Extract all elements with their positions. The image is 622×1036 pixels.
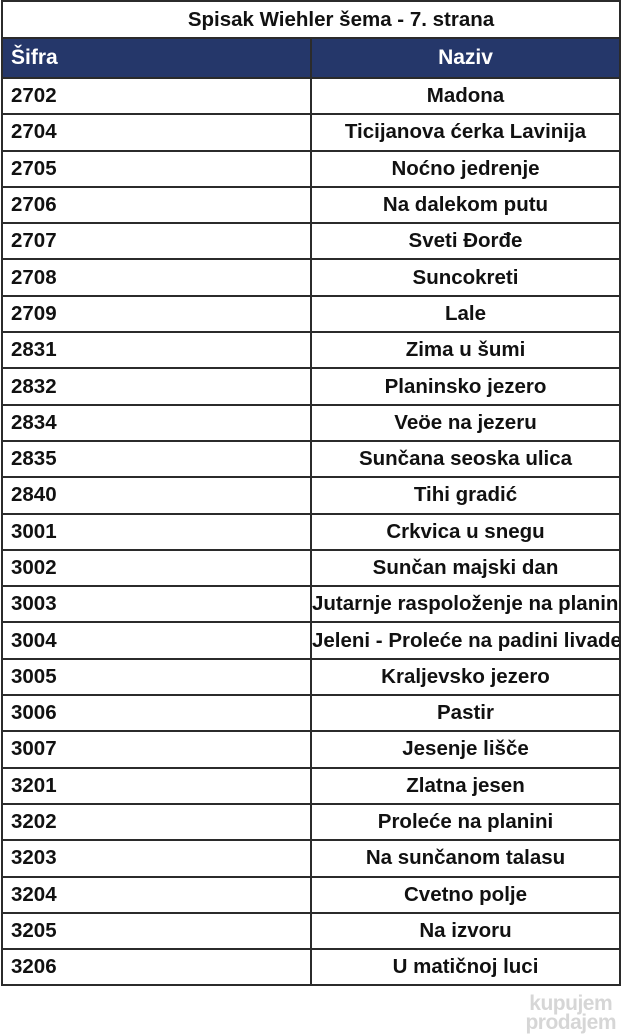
row-code: 2707	[1, 222, 312, 261]
table-row: 2834 Veöe na jezeru	[1, 403, 621, 442]
row-name: Noćno jedrenje	[310, 149, 621, 188]
row-name: Veöe na jezeru	[310, 403, 621, 442]
row-name: Zima u šumi	[310, 331, 621, 370]
row-name: Proleće na planini	[310, 802, 621, 842]
row-code: 3005	[1, 657, 312, 697]
table-row: 2704 Ticijanova ćerka Lavinija	[1, 113, 621, 152]
table-row: 2840 Tihi gradić	[1, 476, 621, 515]
row-code: 3201	[1, 766, 312, 805]
row-code: 2702	[1, 76, 312, 116]
row-name: Jeleni - Proleće na padini livade	[310, 621, 621, 660]
row-code: 2708	[1, 258, 312, 297]
table-row: 3006 Pastir	[1, 694, 621, 733]
row-name: Zlatna jesen	[310, 766, 621, 805]
table-row: 3204 Cvetno polje	[1, 875, 621, 914]
row-name: Lale	[310, 294, 621, 334]
table-row: 2832 Planinsko jezero	[1, 367, 621, 406]
row-name: Sunčan majski dan	[310, 548, 621, 588]
row-name: Pastir	[310, 694, 621, 733]
row-name: Jesenje lišče	[310, 730, 621, 769]
row-code: 3007	[1, 730, 312, 769]
title-row: Spisak Wiehler šema - 7. strana	[1, 0, 621, 39]
schemes-table: Spisak Wiehler šema - 7. strana Šifra Na…	[1, 0, 621, 987]
table-row: 2708 Suncokreti	[1, 258, 621, 297]
table-row: 2709 Lale	[1, 294, 621, 334]
row-name: Kraljevsko jezero	[310, 657, 621, 697]
row-code: 2832	[1, 367, 312, 406]
table-row: 2702 Madona	[1, 76, 621, 116]
table-row: 3206 U matičnoj luci	[1, 948, 621, 987]
row-code: 3004	[1, 621, 312, 660]
table-row: 3002 Sunčan majski dan	[1, 548, 621, 588]
row-code: 2705	[1, 149, 312, 188]
row-code: 2706	[1, 185, 312, 225]
table-row: 3001 Crkvica u snegu	[1, 512, 621, 551]
row-name: Madona	[310, 76, 621, 116]
row-code: 2831	[1, 331, 312, 370]
row-name: U matičnoj luci	[310, 948, 621, 987]
table-row: 2705 Noćno jedrenje	[1, 149, 621, 188]
table-row: 2706 Na dalekom putu	[1, 185, 621, 225]
row-code: 2704	[1, 113, 312, 152]
row-name: Planinsko jezero	[310, 367, 621, 406]
row-code: 3006	[1, 694, 312, 733]
watermark-logo: kupujem prodajem	[525, 992, 616, 1034]
table-row: 3004 Jeleni - Proleće na padini livade	[1, 621, 621, 660]
table-row: 3203 Na sunčanom talasu	[1, 839, 621, 878]
table-title: Spisak Wiehler šema - 7. strana	[1, 0, 621, 39]
row-name: Sveti Đorđe	[310, 222, 621, 261]
row-name: Tihi gradić	[310, 476, 621, 515]
row-code: 2709	[1, 294, 312, 334]
header-row: Šifra Naziv	[1, 37, 621, 79]
table-row: 3007 Jesenje lišče	[1, 730, 621, 769]
row-code: 2835	[1, 439, 312, 479]
row-name: Na dalekom putu	[310, 185, 621, 225]
row-code: 3002	[1, 548, 312, 588]
table-row: 2835 Sunčana seoska ulica	[1, 439, 621, 479]
table-row: 3202 Proleće na planini	[1, 802, 621, 842]
row-code: 3203	[1, 839, 312, 878]
row-name: Ticijanova ćerka Lavinija	[310, 113, 621, 152]
watermark-line1: kupujem	[529, 992, 613, 1015]
row-code: 3204	[1, 875, 312, 914]
row-name: Sunčana seoska ulica	[310, 439, 621, 479]
watermark-line2: prodajem	[525, 1011, 616, 1034]
row-name: Cvetno polje	[310, 875, 621, 914]
table-row: 3205 Na izvoru	[1, 911, 621, 951]
row-name: Crkvica u snegu	[310, 512, 621, 551]
row-code: 3205	[1, 911, 312, 951]
row-name: Suncokreti	[310, 258, 621, 297]
table-row: 2707 Sveti Đorđe	[1, 222, 621, 261]
row-code: 3206	[1, 948, 312, 987]
row-code: 3003	[1, 585, 312, 624]
column-header-code: Šifra	[1, 37, 312, 79]
row-name: Jutarnje raspoloženje na planinskom jeze…	[310, 585, 621, 624]
row-code: 3001	[1, 512, 312, 551]
column-header-name: Naziv	[310, 37, 621, 79]
table-row: 3201 Zlatna jesen	[1, 766, 621, 805]
row-code: 2840	[1, 476, 312, 515]
table-row: 2831 Zima u šumi	[1, 331, 621, 370]
row-name: Na izvoru	[310, 911, 621, 951]
row-name: Na sunčanom talasu	[310, 839, 621, 878]
row-code: 3202	[1, 802, 312, 842]
row-code: 2834	[1, 403, 312, 442]
table-row: 3005 Kraljevsko jezero	[1, 657, 621, 697]
